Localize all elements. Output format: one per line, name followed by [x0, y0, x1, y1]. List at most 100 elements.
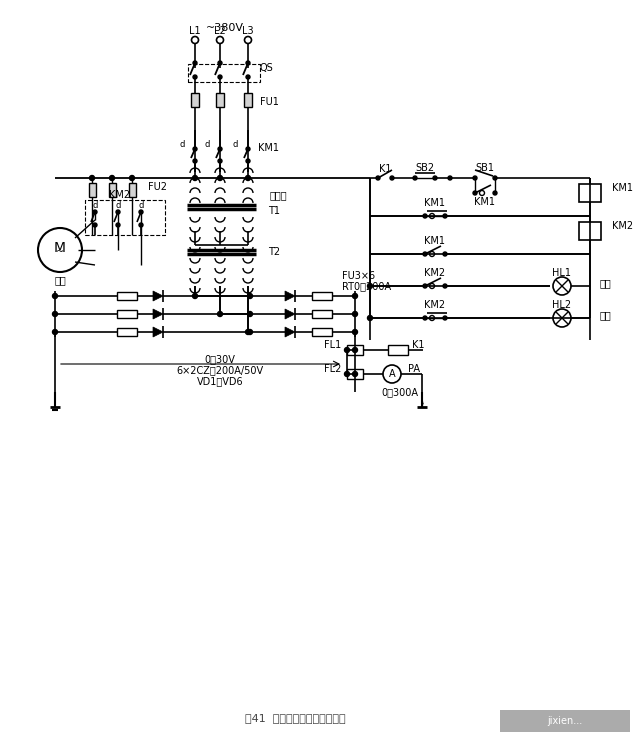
- Text: d: d: [180, 140, 185, 149]
- Text: HL1: HL1: [552, 268, 572, 278]
- Circle shape: [423, 252, 427, 256]
- Circle shape: [193, 159, 197, 163]
- Bar: [109, 183, 115, 197]
- Circle shape: [413, 176, 417, 180]
- Bar: [388, 345, 408, 355]
- Text: 0～30V: 0～30V: [205, 354, 236, 364]
- Text: T2: T2: [268, 247, 280, 257]
- Circle shape: [433, 176, 437, 180]
- Text: RT0－200A: RT0－200A: [342, 281, 391, 291]
- Circle shape: [367, 315, 372, 320]
- Text: QS: QS: [260, 63, 274, 73]
- Text: d: d: [232, 140, 238, 149]
- Circle shape: [139, 210, 143, 214]
- Text: FU3×6: FU3×6: [342, 271, 375, 281]
- Bar: [191, 93, 199, 107]
- Text: A: A: [388, 369, 396, 379]
- Circle shape: [443, 214, 447, 218]
- Text: 调压器: 调压器: [270, 190, 287, 200]
- Circle shape: [443, 284, 447, 288]
- Polygon shape: [153, 309, 163, 319]
- Circle shape: [423, 284, 427, 288]
- Text: ~: ~: [56, 247, 64, 257]
- Circle shape: [93, 223, 97, 227]
- Bar: [216, 93, 224, 107]
- Circle shape: [193, 75, 197, 79]
- Text: KM2: KM2: [424, 300, 445, 310]
- Bar: [117, 328, 137, 336]
- Circle shape: [216, 36, 223, 44]
- Circle shape: [448, 176, 452, 180]
- Bar: [117, 292, 137, 300]
- Text: FL1: FL1: [324, 340, 341, 350]
- Circle shape: [367, 283, 372, 289]
- Circle shape: [553, 277, 571, 295]
- Circle shape: [429, 214, 435, 218]
- Circle shape: [129, 175, 134, 181]
- Circle shape: [353, 371, 358, 377]
- Text: KM1: KM1: [474, 197, 495, 207]
- Circle shape: [344, 348, 349, 352]
- Text: KM1: KM1: [612, 183, 633, 193]
- Circle shape: [353, 312, 358, 317]
- Circle shape: [246, 329, 250, 334]
- Text: K1: K1: [412, 340, 424, 350]
- Circle shape: [443, 252, 447, 256]
- Circle shape: [116, 223, 120, 227]
- Polygon shape: [153, 327, 163, 337]
- Circle shape: [353, 348, 358, 352]
- Circle shape: [109, 175, 115, 181]
- Text: T1: T1: [268, 206, 280, 216]
- Circle shape: [443, 316, 447, 320]
- Circle shape: [191, 36, 198, 44]
- Circle shape: [38, 228, 82, 272]
- Text: d: d: [92, 201, 98, 209]
- Circle shape: [248, 294, 253, 298]
- Bar: [312, 310, 332, 318]
- Text: 图41  利用硅整流器件电镀线路: 图41 利用硅整流器件电镀线路: [244, 713, 346, 723]
- Bar: [579, 222, 601, 240]
- Text: KM1: KM1: [424, 236, 445, 246]
- Circle shape: [218, 312, 223, 317]
- Circle shape: [193, 294, 198, 298]
- Circle shape: [246, 61, 250, 65]
- Text: d: d: [138, 201, 144, 209]
- Polygon shape: [285, 309, 295, 319]
- Circle shape: [390, 176, 394, 180]
- Circle shape: [248, 329, 253, 334]
- Bar: [347, 369, 363, 379]
- Polygon shape: [285, 291, 295, 301]
- Bar: [85, 200, 165, 235]
- Text: 0～300A: 0～300A: [381, 387, 419, 397]
- Circle shape: [193, 61, 197, 65]
- Circle shape: [218, 147, 222, 151]
- Circle shape: [429, 283, 435, 289]
- Circle shape: [244, 36, 252, 44]
- Bar: [347, 345, 363, 355]
- Circle shape: [90, 175, 95, 181]
- Circle shape: [218, 159, 222, 163]
- Text: L1: L1: [189, 26, 201, 36]
- Text: KM1: KM1: [424, 198, 445, 208]
- Bar: [88, 183, 95, 197]
- Bar: [579, 184, 601, 202]
- Circle shape: [423, 316, 427, 320]
- Text: FL2: FL2: [324, 364, 341, 374]
- Bar: [312, 328, 332, 336]
- Text: 运行: 运行: [600, 278, 612, 288]
- Circle shape: [246, 75, 250, 79]
- Text: L3: L3: [242, 26, 254, 36]
- Circle shape: [93, 210, 97, 214]
- Text: FU2: FU2: [148, 182, 167, 192]
- Circle shape: [246, 175, 250, 181]
- Text: HL2: HL2: [552, 300, 572, 310]
- Circle shape: [473, 191, 477, 195]
- Circle shape: [193, 175, 198, 181]
- Circle shape: [353, 294, 358, 298]
- Text: K1: K1: [379, 164, 391, 174]
- Text: VD1～VD6: VD1～VD6: [196, 376, 243, 386]
- Circle shape: [116, 210, 120, 214]
- Circle shape: [429, 315, 435, 320]
- Circle shape: [193, 147, 197, 151]
- Circle shape: [52, 329, 58, 334]
